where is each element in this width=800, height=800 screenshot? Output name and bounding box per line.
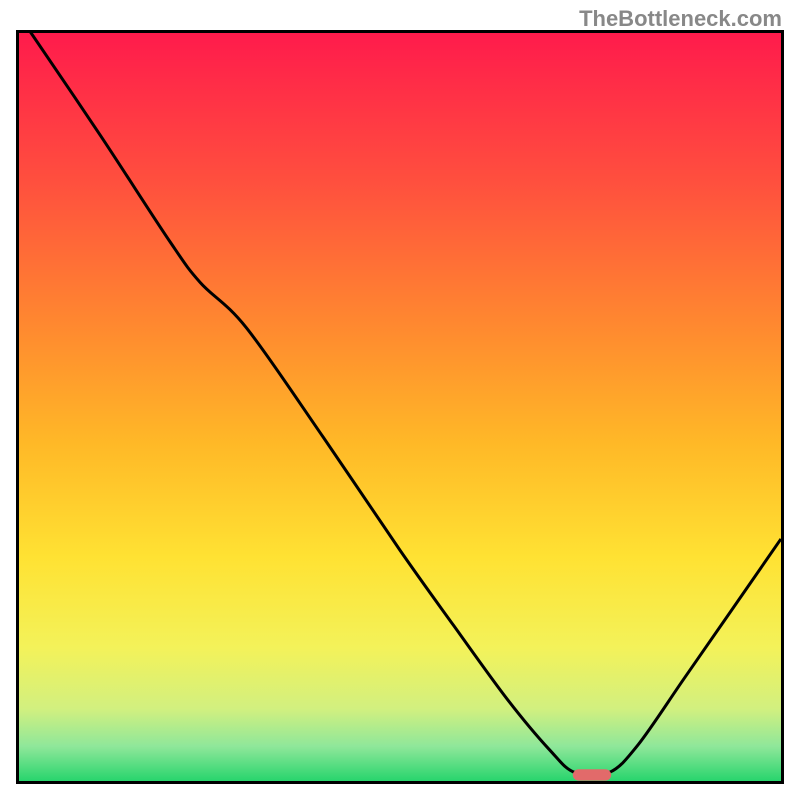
watermark-text: TheBottleneck.com bbox=[579, 6, 782, 32]
chart-background bbox=[16, 30, 784, 784]
optimal-marker bbox=[573, 769, 611, 780]
chart-container: TheBottleneck.com bbox=[0, 0, 800, 800]
chart-svg bbox=[16, 30, 784, 784]
plot-area bbox=[16, 30, 784, 784]
